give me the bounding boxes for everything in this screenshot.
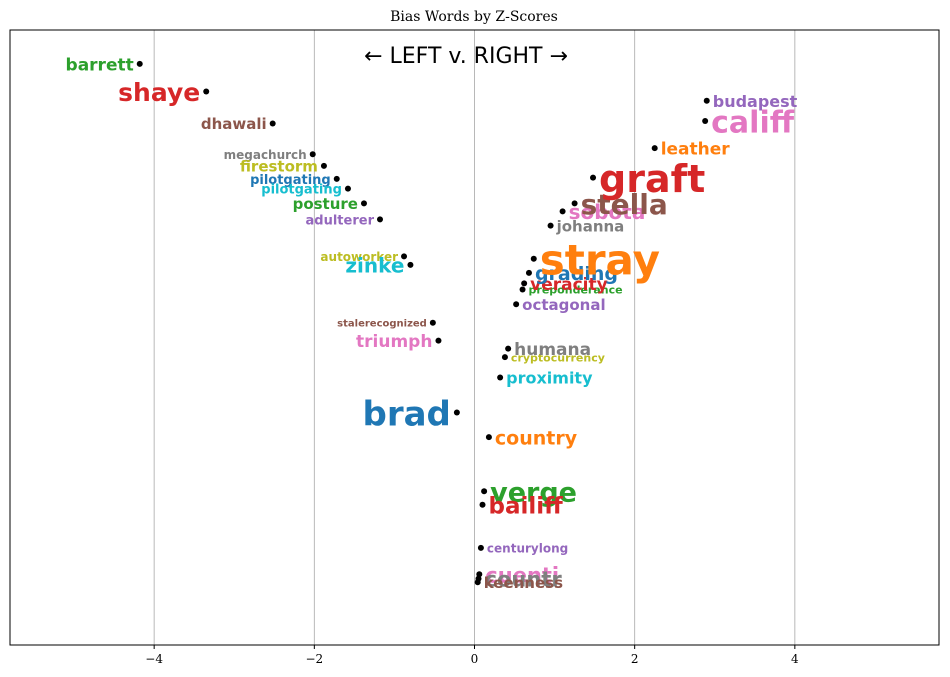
data-point [497, 374, 504, 381]
word-label: brad [362, 394, 450, 434]
data-point [309, 151, 316, 158]
data-points [136, 60, 710, 586]
grid-lines [153, 30, 796, 645]
data-point [547, 222, 554, 229]
word-label: grading [535, 263, 618, 285]
word-label: keenness [484, 574, 563, 592]
data-point [481, 488, 488, 495]
data-point [571, 200, 578, 207]
word-label: firestorm [240, 158, 318, 176]
data-point [435, 337, 442, 344]
word-label: graft [599, 157, 705, 201]
word-label: cuenti [485, 563, 559, 587]
chart-title: Bias Words by Z-Scores [390, 9, 558, 25]
x-tick-label: 2 [631, 652, 639, 666]
word-label: proximity [506, 369, 593, 388]
word-label: veracity [530, 275, 608, 295]
data-point [525, 269, 532, 276]
data-point [559, 208, 566, 215]
word-label: humana [514, 340, 591, 360]
data-point [477, 544, 484, 551]
word-label: leather [661, 140, 731, 160]
word-label: califf [711, 105, 795, 140]
data-point [376, 216, 383, 223]
word-label: dhawali [201, 115, 267, 133]
data-point [521, 280, 528, 287]
word-label: stalerecognized [337, 319, 427, 330]
word-labels: barrettshayedhawalimegachurchfirestormpi… [66, 55, 798, 592]
data-point [320, 162, 327, 169]
data-point [453, 409, 460, 416]
data-point [485, 434, 492, 441]
data-point [505, 345, 512, 352]
data-point [702, 118, 709, 125]
word-label: stray [540, 236, 660, 285]
data-point [136, 60, 143, 67]
word-label: zinke [345, 254, 404, 278]
data-point [360, 200, 367, 207]
word-label: barrett [66, 55, 134, 75]
x-tick-label: 0 [471, 652, 479, 666]
data-point [501, 354, 508, 361]
word-label: sobota [569, 200, 646, 224]
word-label: budapest [713, 92, 798, 111]
word-label: triumph [356, 332, 432, 352]
data-point [474, 579, 481, 586]
data-point [269, 120, 276, 127]
x-tick-label: −4 [145, 652, 163, 666]
word-label: cryptocurrency [511, 351, 605, 364]
data-point [703, 97, 710, 104]
data-point [344, 185, 351, 192]
word-label: adulterer [306, 213, 375, 228]
word-label: verge [490, 478, 577, 509]
word-label: preponderance [529, 284, 623, 297]
data-point [203, 88, 210, 95]
data-point [513, 301, 520, 308]
word-label: shaye [118, 78, 200, 107]
word-label: megachurch [224, 148, 307, 162]
x-axis-ticks: −4 −2 0 2 4 [145, 645, 799, 666]
word-label: countr [485, 568, 563, 592]
word-label: posture [293, 195, 358, 213]
word-label: country [495, 427, 578, 449]
data-point [401, 253, 408, 260]
word-label: johanna [556, 217, 625, 235]
data-point [651, 145, 658, 152]
word-label: octagonal [522, 296, 605, 314]
data-point [519, 286, 526, 293]
data-point [479, 501, 486, 508]
data-point [333, 175, 340, 182]
left-right-annotation: ← LEFT v. RIGHT → [364, 44, 568, 69]
word-label: autoworker [320, 250, 398, 264]
data-point [590, 174, 597, 181]
x-tick-label: −2 [305, 652, 323, 666]
word-label: bailiff [489, 494, 564, 520]
data-point [407, 261, 414, 268]
word-label: stella [581, 188, 668, 221]
plot-frame [9, 29, 940, 646]
data-point [429, 319, 436, 326]
word-label: pilotgating [250, 173, 331, 188]
word-label: centurylong [487, 541, 568, 555]
word-label: pilotgating [261, 183, 342, 198]
x-tick-label: 4 [791, 652, 799, 666]
data-point [530, 255, 537, 262]
